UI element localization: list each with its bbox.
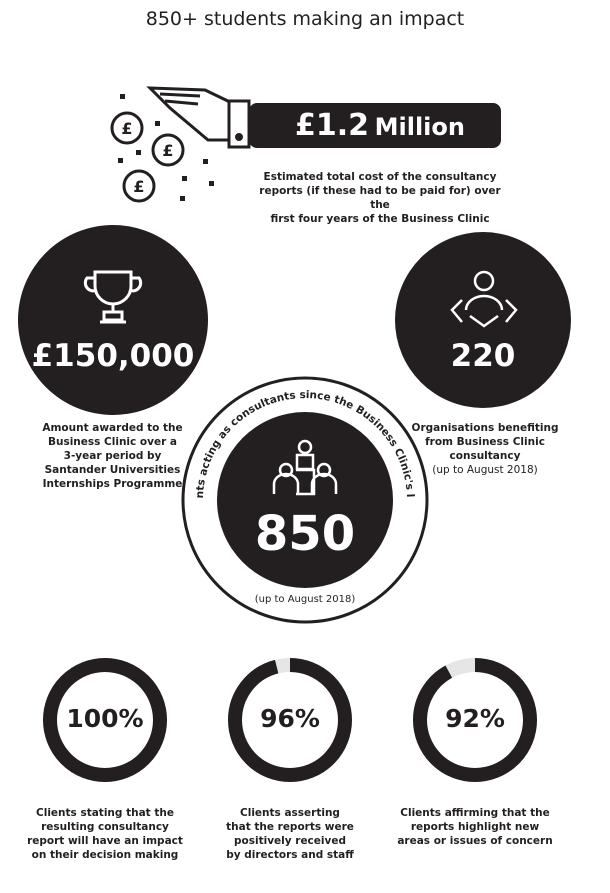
svg-text:£: £ (133, 177, 144, 196)
million-number: £1.2 (295, 108, 370, 143)
falling-dots (118, 94, 214, 201)
svg-text:£: £ (121, 119, 132, 138)
caption-line: consultancy (449, 450, 521, 462)
million-unit: Million (374, 113, 465, 141)
stat-ring-1 (43, 658, 167, 782)
caption-line: from Business Clinic (425, 436, 545, 448)
million-value: £1.2 Million (262, 104, 498, 152)
million-caption: Estimated total cost of the consultancy … (250, 170, 510, 226)
pound-coin-icon: £ (110, 111, 144, 145)
stat-value: 96% (260, 704, 320, 733)
stat-value: 92% (445, 704, 505, 733)
award-value: £150,000 (31, 338, 195, 374)
trophy-icon (83, 270, 143, 324)
organisations-value: 220 (450, 338, 516, 374)
caption-line: Organisations benefiting (411, 422, 559, 434)
organisations-caption: Organisations benefiting from Business C… (400, 421, 570, 477)
caption-line: Internships Programme (42, 478, 183, 490)
stat-ring-fill (43, 658, 167, 782)
handshake-person-icon (450, 270, 518, 328)
stat-ring-fill (228, 658, 352, 782)
caption-line: Estimated total cost of the consultancy (263, 171, 497, 183)
caption-line: reports (if these had to be paid for) ov… (259, 185, 501, 211)
pound-coin-icon: £ (151, 133, 185, 167)
stat-value: 100% (66, 704, 144, 733)
award-caption: Amount awarded to the Business Clinic ov… (30, 421, 195, 491)
caption-line: Clients stating that the (36, 807, 174, 819)
stat-caption: Clients stating that the resulting consul… (20, 806, 190, 862)
caption-line: by directors and staff (226, 849, 354, 861)
organisations-circle (395, 232, 571, 408)
stat-ring-2 (228, 658, 352, 782)
caption-line: Amount awarded to the (42, 422, 183, 434)
caption-line: resulting consultancy (41, 821, 169, 833)
students-circle (217, 412, 393, 588)
caption-line: first four years of the Business Clinic (270, 213, 490, 225)
caption-line: report will have an impact (27, 835, 183, 847)
group-meeting-icon (272, 439, 338, 496)
caption-line: that the reports were (226, 821, 354, 833)
caption-line: Santander Universities (44, 464, 181, 476)
caption-line: Clients affirming that the (400, 807, 550, 819)
stat-caption: Clients asserting that the reports were po… (205, 806, 375, 862)
caption-line: on their decision making (31, 849, 179, 861)
stat-ring-fill (413, 658, 537, 782)
caption-line: Business Clinic over a (47, 436, 178, 448)
million-banner (249, 103, 501, 148)
caption-line: reports highlight new (410, 821, 540, 833)
caption-line: positively received (234, 835, 346, 847)
students-note: (up to August 2018) (254, 594, 356, 605)
students-value: 850 (254, 506, 356, 562)
hand-dropping-pound-coins-icon (146, 86, 251, 149)
caption-line: 3-year period by (63, 450, 162, 462)
svg-text:£: £ (162, 141, 173, 160)
pound-coins: £ £ £ (110, 111, 185, 203)
stat-caption: Clients affirming that the reports highli… (390, 806, 560, 848)
caption-line: areas or issues of concern (397, 835, 553, 847)
caption-line: Clients asserting (240, 807, 340, 819)
stat-ring-3 (413, 658, 537, 782)
organisations-note: (up to August 2018) (432, 464, 538, 476)
page-title: 850+ students making an impact (145, 8, 465, 30)
pound-coin-icon: £ (122, 169, 156, 203)
